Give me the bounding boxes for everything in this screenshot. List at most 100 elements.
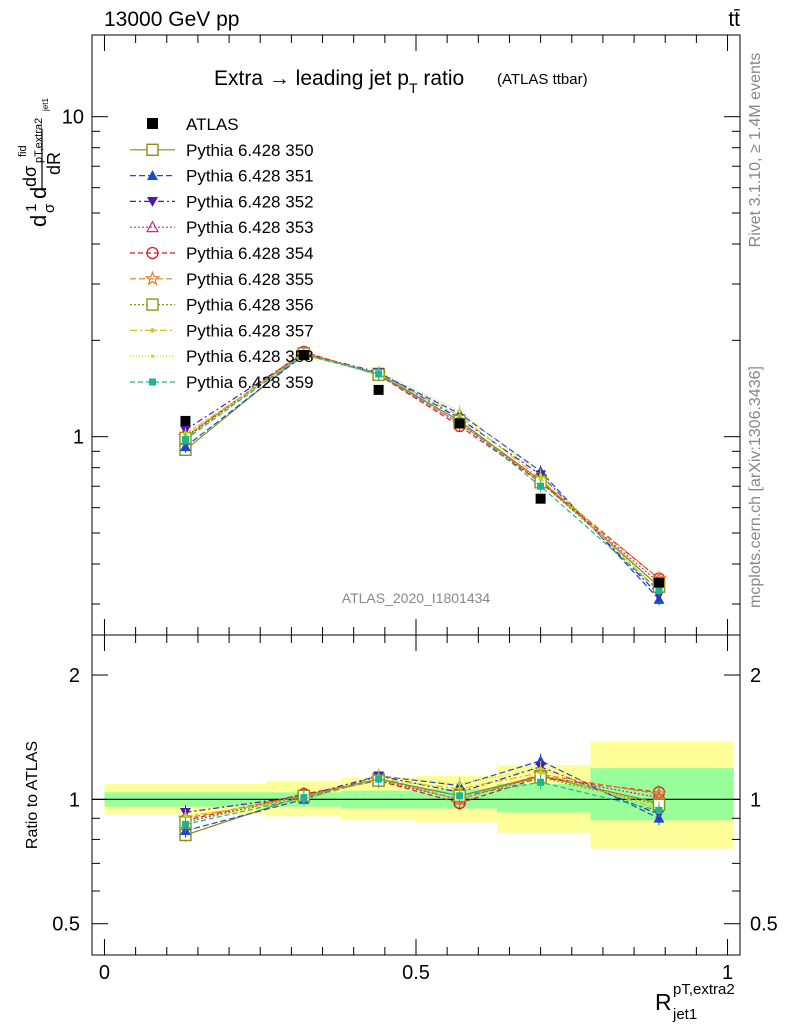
y-tick-label: 1 <box>73 427 84 449</box>
plot-title-note: (ATLAS ttbar) <box>497 71 588 88</box>
x-axis-label: R pT,extra2 jet1 <box>655 981 735 1023</box>
data-point <box>180 415 191 426</box>
plot-title-tail: ratio <box>418 67 465 90</box>
legend-entry: Pythia 6.428 358 <box>130 347 314 366</box>
y-tick-label: 1 <box>69 789 80 811</box>
ylabel-frac1-num: 1 <box>23 204 40 212</box>
legend-marker <box>147 197 158 207</box>
plot-title-main: Extra → leading jet p <box>214 67 409 90</box>
legend-entry: Pythia 6.428 351 <box>130 167 314 186</box>
series-line <box>185 760 660 832</box>
ylabel-d1: d <box>26 215 51 227</box>
series-point <box>181 820 189 828</box>
series-point <box>181 435 189 443</box>
series-point <box>537 482 545 490</box>
series-line <box>185 354 660 592</box>
series-point <box>375 370 383 378</box>
energy-label: 13000 GeV pp <box>104 8 239 31</box>
legend-marker <box>150 328 155 333</box>
legend-entry: ATLAS <box>147 115 239 134</box>
x-tick-label: 0.5 <box>402 962 430 984</box>
legend-marker <box>147 170 158 180</box>
y-tick-label: 10 <box>62 107 84 129</box>
ylabel-sigma: σ <box>20 166 40 177</box>
svg-text:d: d <box>26 187 51 199</box>
series-line <box>185 352 660 588</box>
legend-label: Pythia 6.428 355 <box>186 270 314 289</box>
ylabel-subsub: jet1 <box>41 98 50 112</box>
mcplots-label: mcplots.cern.ch [arXiv:1306.3436] <box>747 366 764 608</box>
ylabel-d2: d <box>26 187 51 199</box>
series-line <box>185 776 660 821</box>
series-line <box>185 354 660 600</box>
data-point <box>535 493 546 504</box>
y-tick-label: 2 <box>69 665 80 687</box>
svg-text:dσ: dσ <box>20 166 40 187</box>
legend-label: Pythia 6.428 352 <box>186 192 314 211</box>
legend-entry: Pythia 6.428 355 <box>130 270 314 289</box>
svg-text:d: d <box>26 215 51 227</box>
legend-label: Pythia 6.428 350 <box>186 141 314 160</box>
series-point <box>375 775 383 783</box>
legend-entry: Pythia 6.428 354 <box>130 244 314 263</box>
data-point <box>654 577 664 588</box>
legend-marker <box>146 246 159 260</box>
stat-band <box>497 783 591 813</box>
legend-marker <box>147 118 158 129</box>
series-point <box>179 441 191 452</box>
main-y-axis-label: d 1 σ d dσ fid pT,extra2 jet1 dR <box>17 98 64 227</box>
y-tick-label-right: 2 <box>750 665 761 687</box>
main-plot-panel: 1 10 <box>62 34 741 636</box>
legend-marker <box>145 220 160 233</box>
legend-entry: Pythia 6.428 353 <box>130 218 314 237</box>
series-point <box>458 409 462 413</box>
data-point <box>454 418 465 429</box>
legend-label: Pythia 6.428 353 <box>186 218 314 237</box>
legend-entry: Pythia 6.428 350 <box>130 141 314 160</box>
series-point <box>651 785 667 801</box>
y-tick-label-right: 1 <box>750 789 761 811</box>
legend-label: Pythia 6.428 358 <box>186 347 314 366</box>
data-point <box>373 384 384 395</box>
series-point <box>539 473 543 477</box>
ylabel-d3: d <box>20 177 40 187</box>
legend-label: Pythia 6.428 357 <box>186 321 314 340</box>
legend-marker <box>149 378 156 386</box>
y-tick-label: 0.5 <box>52 914 80 936</box>
analysis-watermark: ATLAS_2020_I1801434 <box>342 590 491 606</box>
x-tick-label: 0 <box>99 962 110 984</box>
legend-label: Pythia 6.428 356 <box>186 296 314 315</box>
series-line <box>185 767 660 817</box>
xlabel-main: R <box>655 989 672 1015</box>
process-label: tt̄ <box>728 8 740 31</box>
series-point <box>539 766 543 770</box>
ylabel-sup: fid <box>17 145 29 157</box>
series-point <box>655 806 663 814</box>
legend: ATLAS Pythia 6.428 350 Pythia 6.428 351 Pyt… <box>130 115 314 392</box>
series-line <box>185 776 660 823</box>
y-tick-label-right: 0.5 <box>750 914 778 936</box>
ylabel-frac2-den: dR <box>44 152 64 175</box>
xlabel-sub: jet1 <box>672 1006 697 1023</box>
series-point <box>183 814 188 818</box>
series-point <box>456 792 464 800</box>
legend-marker <box>144 270 161 286</box>
series-point <box>458 782 462 786</box>
ratio-series <box>181 772 663 832</box>
ylabel-frac1-den: σ <box>41 203 58 213</box>
data-point <box>298 349 309 360</box>
xlabel-sup: pT,extra2 <box>673 981 735 998</box>
series-line <box>185 353 660 592</box>
legend-label: ATLAS <box>186 115 239 134</box>
series-line <box>185 772 660 817</box>
legend-label: Pythia 6.428 354 <box>186 244 314 263</box>
series-point <box>537 778 545 786</box>
legend-label: Pythia 6.428 359 <box>186 373 314 392</box>
legend-marker <box>146 143 159 157</box>
series-point <box>300 794 308 802</box>
legend-label: Pythia 6.428 351 <box>186 167 314 186</box>
ratio-y-axis-label: Ratio to ATLAS <box>24 741 41 849</box>
series-line <box>185 773 660 819</box>
rivet-label: Rivet 3.1.10, ≥ 1.4M events <box>747 53 764 248</box>
